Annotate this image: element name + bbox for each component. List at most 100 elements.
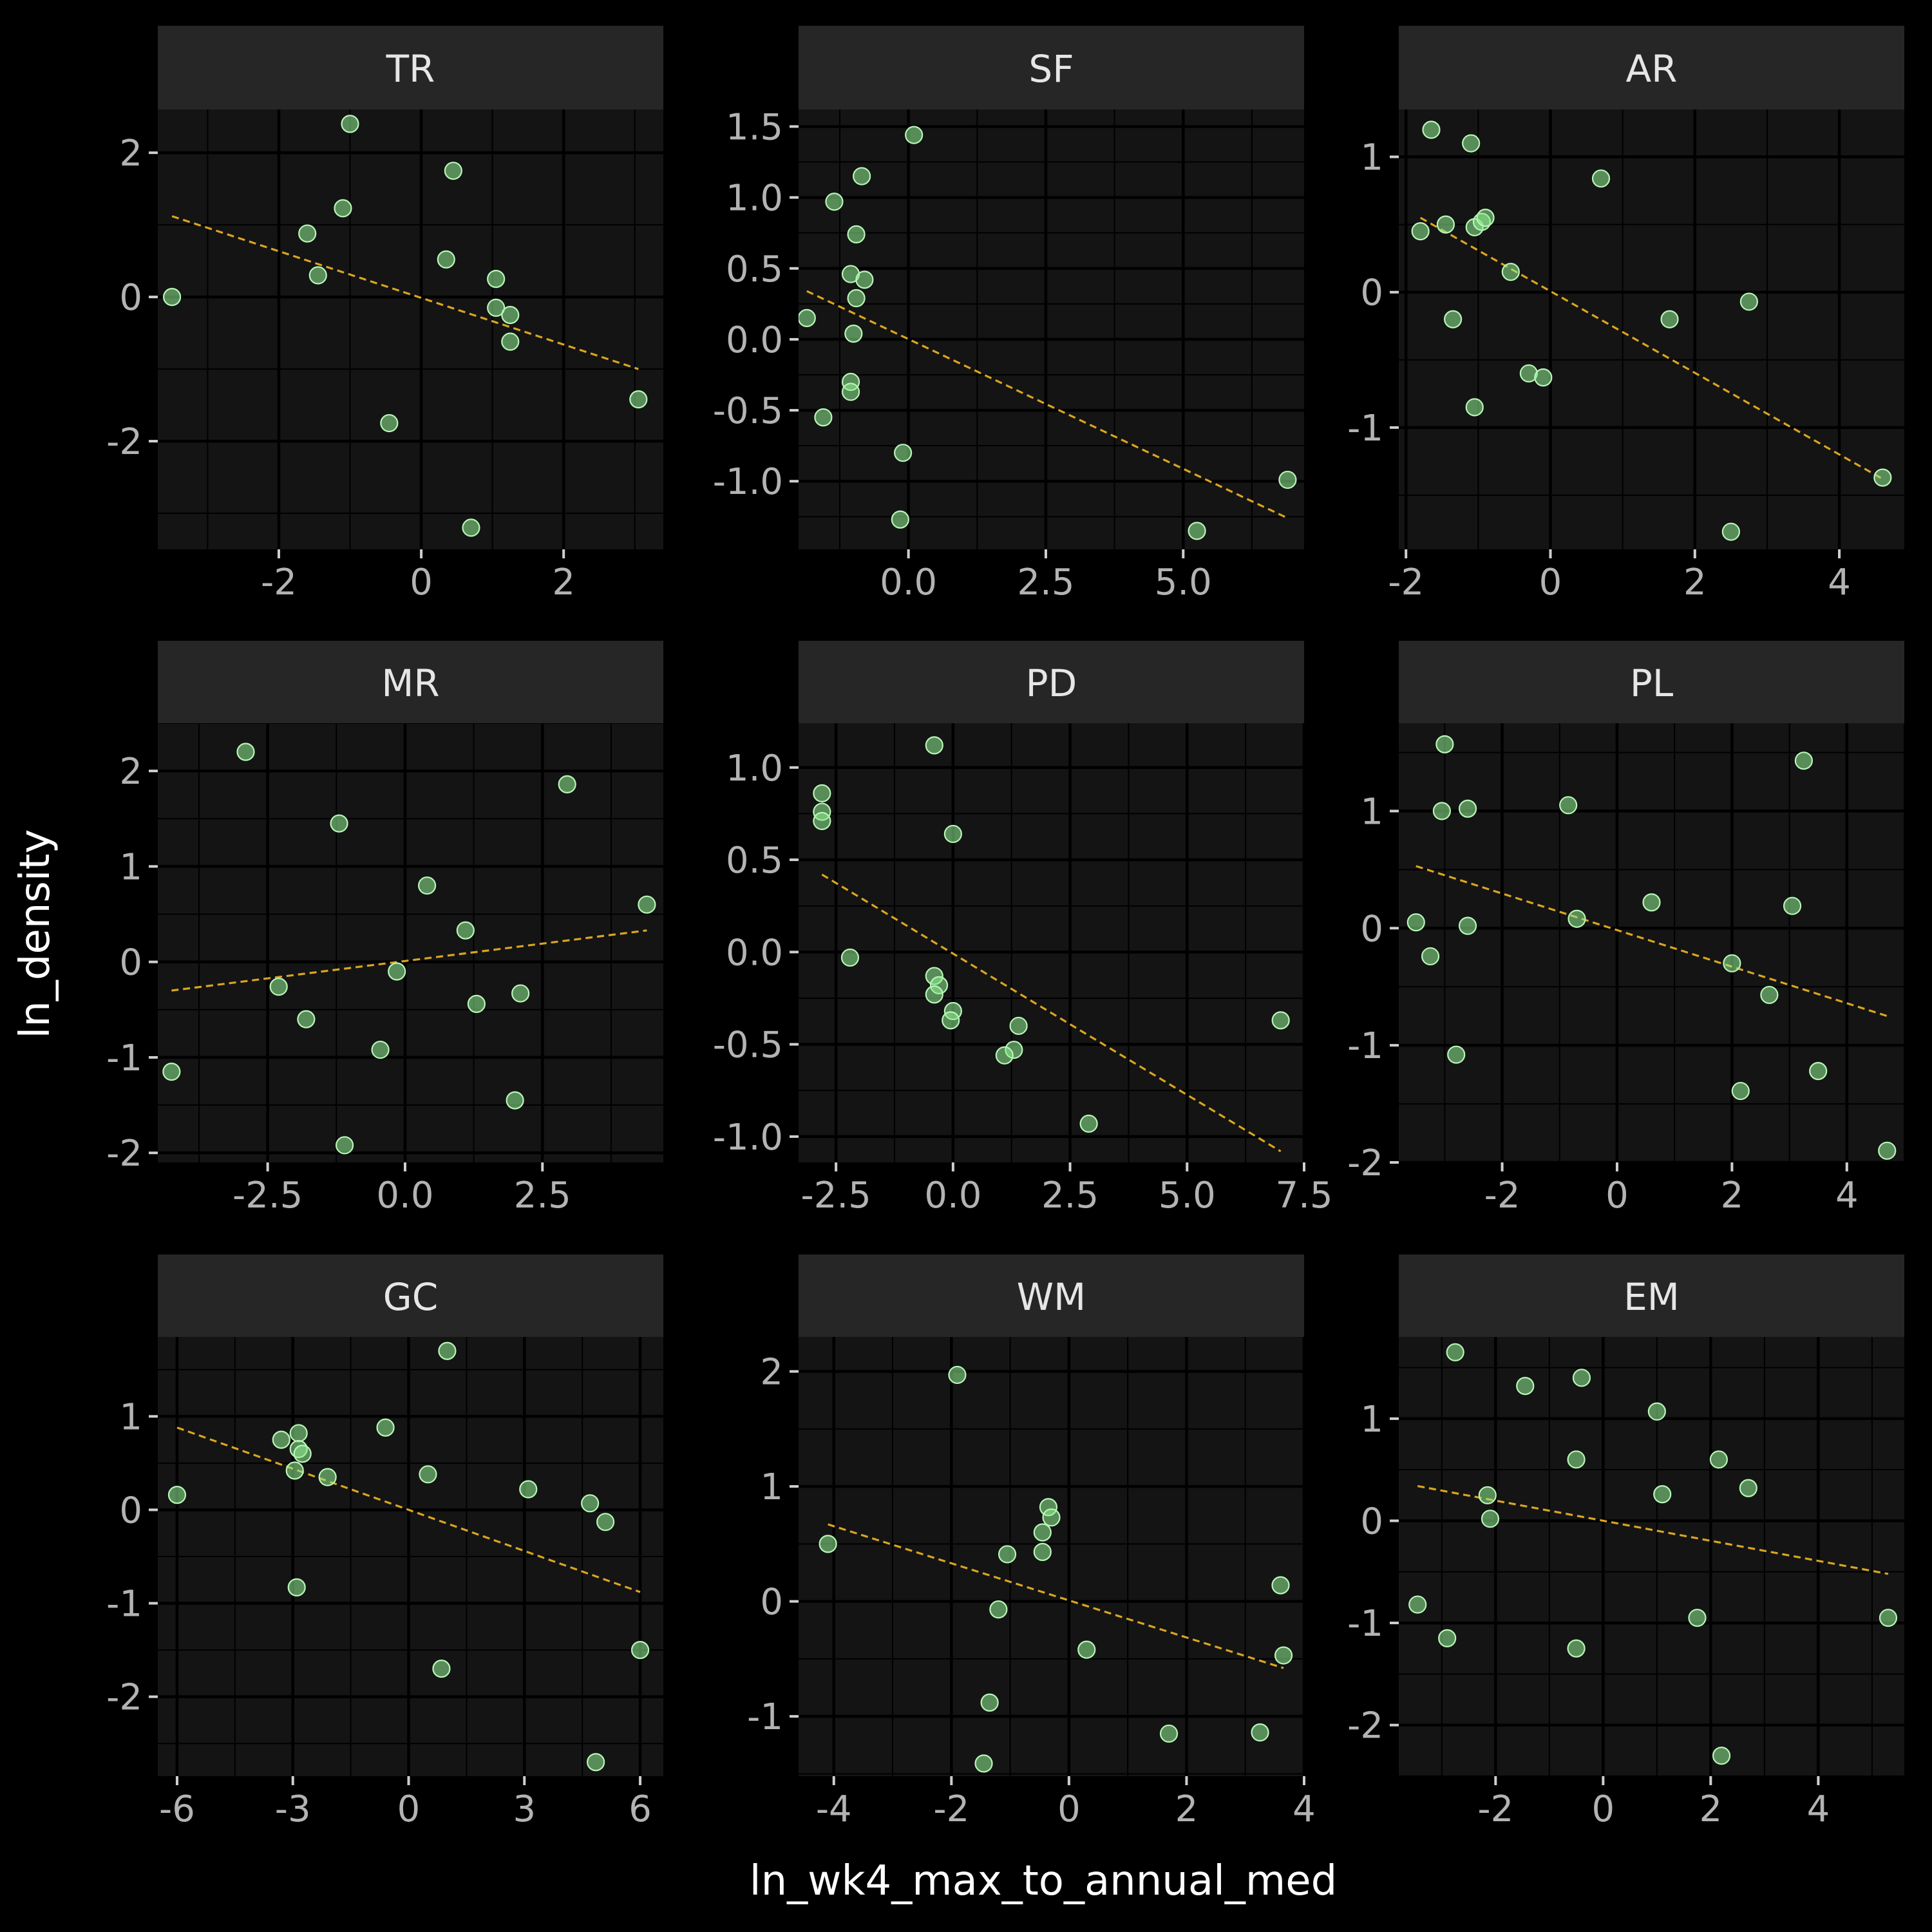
x-tick-label: 7.5: [1275, 1175, 1332, 1217]
data-point: [1077, 1640, 1096, 1659]
y-tick-label: -2: [106, 421, 142, 463]
y-tick-label: 1.5: [726, 106, 783, 148]
y-tick-label: 1: [1360, 137, 1383, 179]
data-point: [432, 1660, 451, 1678]
data-point: [1446, 1343, 1464, 1361]
data-point: [298, 224, 317, 243]
x-tick-label: -2: [1388, 562, 1424, 603]
panel-contents: [799, 109, 1304, 549]
y-tick-label: 0: [760, 1582, 783, 1624]
data-point: [487, 298, 506, 317]
panel-contents: [799, 1337, 1304, 1776]
data-point: [1723, 954, 1741, 972]
panel-contents: [1399, 109, 1904, 549]
data-point: [1422, 120, 1441, 139]
panel-contents: [158, 109, 663, 549]
data-point: [841, 383, 860, 401]
data-point: [293, 1444, 312, 1463]
panel-contents: [1399, 723, 1904, 1162]
data-point: [519, 1480, 538, 1499]
data-point: [1478, 1486, 1497, 1504]
x-tick-label: -2: [1477, 1788, 1513, 1830]
y-tick-label: 2: [760, 1352, 783, 1394]
x-tick-label: 2: [1175, 1788, 1198, 1830]
data-point: [1435, 735, 1454, 753]
y-tick-label: 1: [760, 1466, 783, 1508]
facet-panel-em: EM -2 0 2 4 -2 -1 0 1: [1347, 1255, 1904, 1830]
facet-panel-tr: TR -2 0 2 -2 0 2: [106, 26, 663, 603]
data-point: [1516, 1377, 1535, 1396]
data-point: [1465, 398, 1484, 417]
facet-strip-label: EM: [1624, 1275, 1680, 1319]
y-tick-label: -1.0: [713, 1117, 783, 1159]
facet-strip: [158, 641, 663, 723]
data-point: [437, 250, 455, 269]
data-point: [1642, 893, 1661, 912]
y-tick-label: -1: [106, 1584, 142, 1625]
data-point: [336, 1136, 354, 1155]
data-point: [308, 266, 327, 285]
data-point: [1572, 1368, 1591, 1387]
x-tick-label: 0: [410, 562, 433, 603]
x-tick-label: 2: [1700, 1788, 1723, 1830]
data-point: [630, 1641, 650, 1660]
panel-background: [1399, 723, 1904, 1162]
panel-contents: [158, 723, 663, 1162]
data-point: [1709, 1450, 1728, 1469]
y-tick-label: 1.0: [726, 748, 783, 790]
data-point: [376, 1418, 395, 1437]
x-tick-label: 4: [1828, 562, 1851, 603]
data-point: [1739, 1479, 1757, 1497]
data-point: [419, 1465, 437, 1484]
panel-background: [1399, 1337, 1904, 1776]
x-tick-label: 2.5: [514, 1175, 571, 1217]
data-point: [501, 306, 520, 325]
data-point: [167, 1486, 187, 1504]
data-point: [1501, 263, 1520, 281]
y-tick-label: 1: [119, 846, 142, 888]
data-point: [1739, 292, 1758, 311]
panel-background: [1399, 109, 1904, 549]
data-point: [1653, 1485, 1672, 1504]
data-point: [925, 985, 943, 1004]
data-point: [995, 1046, 1014, 1065]
x-tick-label: -4: [816, 1788, 852, 1830]
data-point: [1660, 310, 1679, 328]
data-point: [1712, 1747, 1731, 1765]
data-point: [905, 126, 923, 144]
data-point: [1188, 522, 1206, 540]
data-point: [948, 1365, 967, 1385]
y-tick-label: -0.5: [713, 390, 783, 432]
y-tick-label: 2: [119, 751, 142, 793]
data-point: [825, 193, 844, 211]
y-tick-label: -1: [1347, 408, 1383, 450]
panel-background: [799, 109, 1304, 549]
data-point: [1760, 985, 1779, 1005]
facet-panel-mr: MR -2.5 0.0 2.5 -2 -1 0 1 2: [106, 641, 663, 1217]
panel-background: [799, 1337, 1304, 1776]
data-point: [587, 1753, 605, 1772]
y-tick-label: 0: [1360, 1501, 1383, 1542]
y-tick-label: -1: [1347, 1603, 1383, 1645]
data-point: [847, 225, 866, 243]
data-point: [1794, 752, 1813, 770]
panel-contents: [158, 1337, 663, 1776]
facet-panel-ar: AR -2 0 2 4 -1 0 1: [1347, 26, 1904, 603]
facet-strip: [1399, 26, 1904, 109]
facet-strip-label: SF: [1028, 47, 1074, 91]
y-tick-label: -0.5: [713, 1025, 783, 1066]
data-point: [456, 921, 475, 940]
x-tick-label: 0: [397, 1788, 421, 1830]
data-point: [1447, 1045, 1466, 1064]
data-point: [417, 876, 437, 895]
x-tick-label: -6: [159, 1788, 195, 1830]
facet-panel-wm: WM -4 -2 0 2 4 -1 0 1 2: [747, 1255, 1316, 1830]
data-point: [1159, 1724, 1179, 1743]
x-tick-label: -2.5: [801, 1175, 871, 1217]
x-tick-label: 4: [1807, 1788, 1830, 1830]
facet-strip-label: MR: [381, 661, 439, 705]
facet-strip: [799, 641, 1304, 723]
data-point: [894, 444, 913, 462]
facet-panel-pl: PL -2 0 2 4 -2 -1 0 1: [1347, 641, 1904, 1217]
